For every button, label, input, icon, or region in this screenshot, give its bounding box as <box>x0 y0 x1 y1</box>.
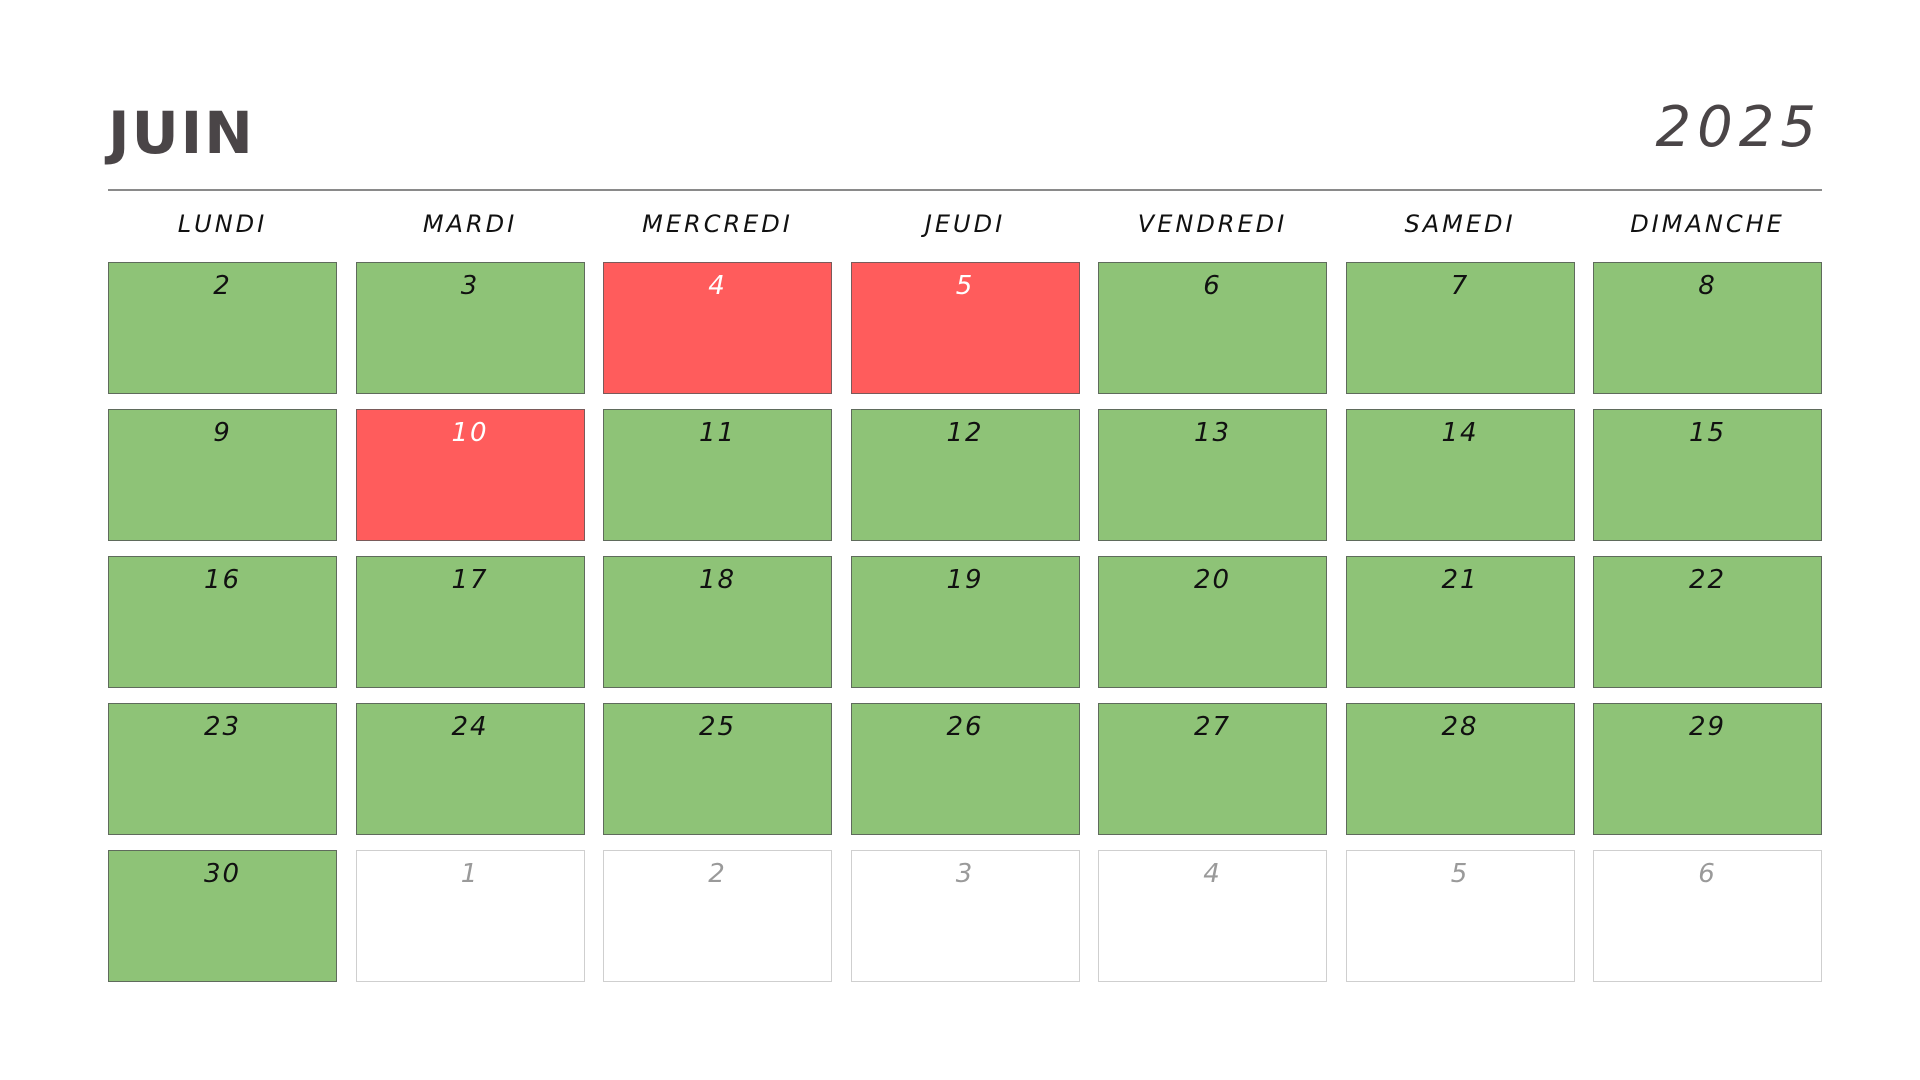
day-cell[interactable]: 22 <box>1593 556 1822 688</box>
day-cell[interactable]: 20 <box>1098 556 1327 688</box>
day-number: 6 <box>1203 271 1222 301</box>
day-cell[interactable]: 2 <box>108 262 337 394</box>
day-number: 3 <box>955 859 975 889</box>
day-number: 2 <box>708 859 727 889</box>
day-number: 30 <box>203 859 242 889</box>
weekday-thursday: JEUDI <box>924 210 1006 238</box>
weekday-sunday: DIMANCHE <box>1630 210 1785 238</box>
day-number: 6 <box>1698 859 1717 889</box>
month-title: JUIN <box>108 99 255 167</box>
day-cell[interactable]: 12 <box>850 409 1080 541</box>
day-number: 5 <box>955 271 975 301</box>
day-cell[interactable]: 17 <box>355 556 585 688</box>
day-number: 14 <box>1441 418 1479 448</box>
day-cell[interactable]: 23 <box>108 703 337 835</box>
weekday-wednesday: MERCREDI <box>642 210 793 238</box>
day-cell[interactable]: 15 <box>1593 409 1822 541</box>
weekday-monday: LUNDI <box>177 210 268 238</box>
day-cell[interactable]: 7 <box>1345 262 1575 394</box>
day-number: 5 <box>1450 859 1470 889</box>
day-cell[interactable]: 3 <box>850 850 1080 982</box>
weekday-tuesday: MARDI <box>422 210 518 238</box>
day-number: 27 <box>1193 712 1232 742</box>
day-cell[interactable]: 29 <box>1593 703 1822 835</box>
day-cell[interactable]: 24 <box>355 703 585 835</box>
day-number: 12 <box>946 418 984 448</box>
day-cell[interactable]: 4 <box>1098 850 1327 982</box>
day-cell[interactable]: 26 <box>850 703 1080 835</box>
day-cell[interactable]: 3 <box>355 262 585 394</box>
day-cell[interactable]: 30 <box>108 850 337 982</box>
day-number: 26 <box>946 712 984 742</box>
day-number: 16 <box>203 565 242 595</box>
calendar-header: JUIN 2025 <box>108 96 1822 190</box>
day-cell[interactable]: 16 <box>108 556 337 688</box>
day-number: 4 <box>708 271 727 301</box>
day-cell[interactable]: 13 <box>1098 409 1327 541</box>
day-number: 21 <box>1441 565 1479 595</box>
day-cell[interactable]: 8 <box>1593 262 1822 394</box>
day-number: 29 <box>1688 712 1727 742</box>
day-cell[interactable]: 5 <box>1345 850 1575 982</box>
day-number: 7 <box>1450 271 1470 301</box>
calendar-grid: 2 3 4 5 6 7 8 9 10 11 12 13 14 15 16 17 18 19 20 21 22 23 24 25… <box>108 262 1822 982</box>
day-number: 4 <box>1203 859 1222 889</box>
day-cell[interactable]: 4 <box>603 262 832 394</box>
year-title: 2025 <box>1655 95 1822 160</box>
day-number: 19 <box>946 565 984 595</box>
day-cell[interactable]: 1 <box>355 850 585 982</box>
day-number: 25 <box>698 712 737 742</box>
day-cell[interactable]: 27 <box>1098 703 1327 835</box>
day-number: 17 <box>451 565 489 595</box>
day-cell[interactable]: 18 <box>603 556 832 688</box>
day-number: 2 <box>213 271 232 301</box>
day-cell[interactable]: 19 <box>850 556 1080 688</box>
day-number: 18 <box>698 565 737 595</box>
day-cell[interactable]: 6 <box>1593 850 1822 982</box>
day-number: 28 <box>1441 712 1479 742</box>
day-number: 8 <box>1698 271 1717 301</box>
day-cell[interactable]: 2 <box>603 850 832 982</box>
day-cell[interactable]: 9 <box>108 409 337 541</box>
day-number: 20 <box>1193 565 1232 595</box>
weekday-saturday: SAMEDI <box>1404 210 1516 238</box>
day-number: 1 <box>460 859 480 889</box>
day-cell[interactable]: 21 <box>1345 556 1575 688</box>
day-cell[interactable]: 14 <box>1345 409 1575 541</box>
day-number: 15 <box>1688 418 1727 448</box>
day-number: 11 <box>698 418 737 448</box>
day-number: 13 <box>1193 418 1232 448</box>
weekday-row: LUNDI MARDI MERCREDI JEUDI VENDREDI SAME… <box>108 208 1822 240</box>
day-number: 24 <box>451 712 489 742</box>
day-number: 9 <box>213 418 232 448</box>
day-cell[interactable]: 10 <box>355 409 585 541</box>
day-cell[interactable]: 5 <box>850 262 1080 394</box>
day-number: 10 <box>451 418 489 448</box>
day-number: 23 <box>203 712 242 742</box>
day-number: 22 <box>1688 565 1727 595</box>
day-cell[interactable]: 25 <box>603 703 832 835</box>
day-cell[interactable]: 11 <box>603 409 832 541</box>
day-number: 3 <box>460 271 480 301</box>
day-cell[interactable]: 6 <box>1098 262 1327 394</box>
day-cell[interactable]: 28 <box>1345 703 1575 835</box>
header-divider <box>108 189 1822 191</box>
weekday-friday: VENDREDI <box>1137 210 1288 238</box>
